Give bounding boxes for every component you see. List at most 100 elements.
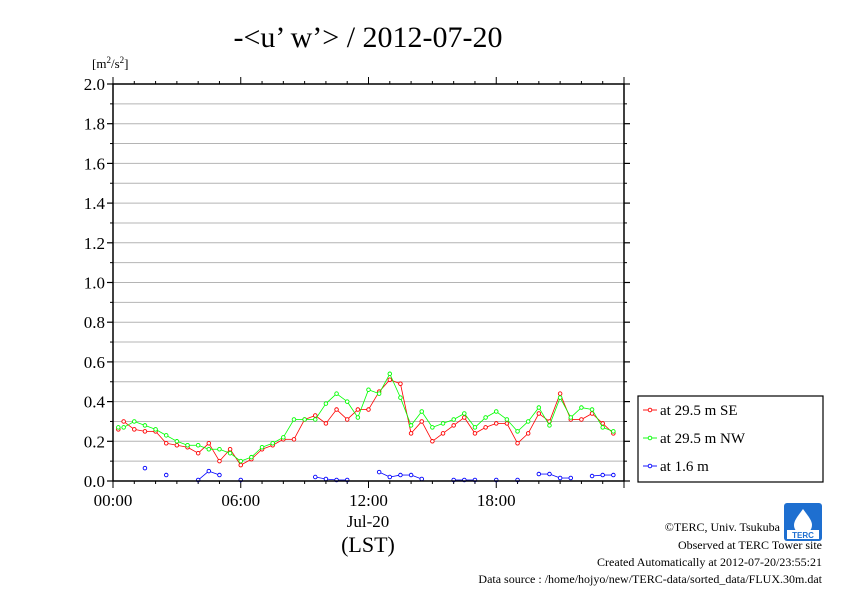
series-segment (325, 409, 337, 424)
x-tick-label: 06:00 (221, 491, 260, 510)
legend-swatch-marker (647, 463, 653, 469)
series-segment (325, 393, 337, 404)
series-segment (517, 433, 529, 444)
data-point (121, 425, 126, 430)
data-point (195, 450, 201, 456)
series-segment (410, 421, 423, 434)
logo-text: TERC (792, 531, 814, 540)
data-point (504, 421, 510, 426)
data-point (313, 417, 318, 422)
data-point (408, 423, 414, 428)
y-tick-label: 0.6 (84, 353, 105, 372)
series-segment (421, 421, 433, 442)
data-point (525, 419, 531, 424)
data-point (366, 407, 371, 412)
data-point (291, 417, 297, 422)
chart-title: -<u’ w’> / 2012-07-20 (233, 21, 502, 54)
credit-created: Created Automatically at 2012-07-20/23:5… (597, 555, 822, 569)
data-point (238, 462, 243, 468)
data-point (557, 395, 563, 400)
series-segment (591, 409, 604, 428)
y-tick-label: 1.8 (84, 115, 105, 134)
series-segment (506, 423, 518, 444)
series-segment (400, 397, 412, 426)
data-point (557, 475, 563, 481)
data-point (515, 441, 520, 446)
series-segment (506, 419, 518, 432)
series-segment (314, 403, 327, 420)
data-point (547, 471, 552, 477)
data-point (494, 421, 499, 426)
data-point (451, 423, 456, 428)
data-point (238, 458, 243, 464)
legend-label: at 29.5 m NW (660, 431, 746, 447)
series-segment (527, 407, 540, 422)
series-se (116, 377, 616, 468)
data-point (472, 431, 478, 436)
data-point (334, 407, 339, 412)
data-point (366, 387, 371, 392)
data-point (206, 446, 212, 452)
data-point (376, 391, 382, 396)
data-point (121, 419, 126, 424)
data-point (227, 446, 233, 452)
data-point (376, 469, 382, 475)
data-point (472, 425, 478, 430)
x-tick-label: 18:00 (477, 491, 516, 510)
x-tick-label: 12:00 (349, 491, 388, 510)
data-point (600, 425, 605, 430)
data-point (259, 445, 265, 450)
series-layer (116, 371, 616, 483)
credit-observed: Observed at TERC Tower site (678, 538, 822, 552)
data-point (557, 391, 563, 396)
data-point (291, 437, 297, 442)
data-point (440, 431, 446, 436)
y-tick-label: 1.2 (84, 234, 105, 253)
series-segment (549, 397, 561, 426)
data-point (174, 443, 180, 448)
data-point (163, 472, 169, 478)
data-point (398, 472, 403, 478)
y-tick-label: 2.0 (84, 75, 105, 94)
series-low (142, 465, 616, 483)
legend: at 29.5 m SE at 29.5 m NW at 1.6 m (637, 395, 824, 483)
series-segment (336, 409, 348, 420)
series-segment (421, 411, 433, 428)
data-point (525, 431, 531, 436)
y-tick-label: 0.0 (84, 472, 105, 491)
legend-swatch-marker (647, 435, 653, 441)
data-point (611, 472, 616, 478)
series-segment (346, 401, 359, 418)
y-axis: 0.0 0.2 0.4 0.6 0.8 1.0 1.2 1.4 1.6 1.8 2.0 (84, 75, 630, 491)
data-point (132, 419, 137, 424)
series-segment (538, 407, 550, 426)
data-point (116, 425, 121, 430)
data-point (142, 423, 148, 428)
data-point (589, 407, 595, 412)
y-tick-label: 1.0 (84, 274, 105, 293)
data-point (153, 427, 158, 432)
series-nw (116, 371, 616, 464)
data-point (408, 431, 414, 436)
data-point (536, 411, 542, 416)
series-segment (282, 419, 295, 438)
data-point (174, 439, 180, 444)
y-unit-label: [m2/s2] (92, 55, 128, 71)
data-point (387, 474, 393, 480)
y-tick-label: 1.6 (84, 154, 105, 173)
data-point (206, 441, 212, 446)
data-point (195, 443, 201, 448)
y-tick-label: 0.4 (84, 393, 106, 412)
data-point (430, 439, 435, 444)
x-axis-date-label: Jul-20 (347, 512, 390, 531)
legend-swatch-marker (647, 407, 653, 413)
series-segment (251, 446, 263, 458)
data-point (515, 429, 520, 434)
plot-frame (112, 83, 625, 482)
y-tick-label: 0.8 (84, 313, 105, 332)
series-segment (410, 411, 423, 426)
y-tick-label: 0.2 (84, 432, 105, 451)
data-point (611, 429, 616, 434)
data-point (281, 435, 286, 440)
